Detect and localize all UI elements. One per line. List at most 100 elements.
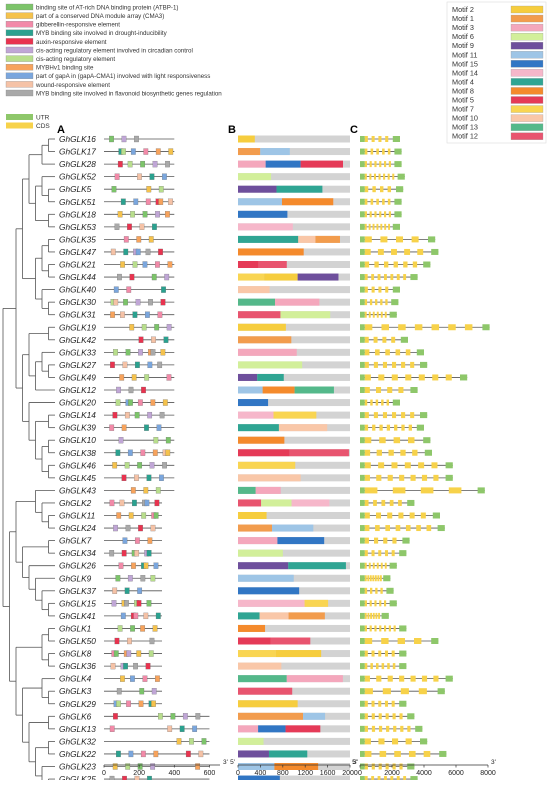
motif-box (238, 712, 304, 720)
motif-box (271, 524, 314, 532)
cds-box (384, 161, 387, 168)
cds-box (382, 336, 387, 343)
cds-box (379, 424, 383, 431)
c-axis-tick-label: 0 (358, 770, 362, 777)
gene-label: GhGLK15 (59, 598, 96, 608)
cis-element-box (121, 135, 127, 143)
utr-box (360, 650, 365, 657)
cis-element-box (117, 160, 123, 168)
motif-box (255, 486, 281, 494)
cds-box (378, 725, 383, 732)
cds-box (388, 161, 391, 168)
motif-box (238, 411, 274, 419)
cds-box (398, 387, 404, 393)
cds-box (384, 274, 387, 281)
cis-element-box (123, 299, 128, 306)
utr-box (394, 148, 402, 155)
cis-element-box (134, 361, 140, 369)
gene-label: GhGLK40 (59, 285, 96, 295)
cds-box (380, 299, 383, 306)
utr-box (360, 562, 365, 569)
cds-box (372, 424, 376, 431)
cis-element-box (146, 474, 152, 481)
motif-box (238, 323, 286, 331)
cis-element-box (112, 763, 118, 770)
gene-label: GhGLK52 (59, 172, 96, 182)
utr-box (437, 525, 445, 532)
motif-box (238, 348, 297, 356)
cds-box (464, 324, 473, 331)
cis-element-box (125, 349, 131, 356)
cis-legend-swatch (5, 38, 34, 45)
motif-box (238, 436, 285, 444)
cis-element-box (122, 775, 127, 783)
cis-element-box (131, 499, 137, 507)
motif-box (300, 160, 343, 168)
cis-element-box (153, 512, 159, 519)
cis-element-box (134, 474, 139, 481)
utr-box (389, 311, 397, 318)
cis-element-box (111, 186, 117, 193)
gene-label: GhGLK26 (59, 561, 96, 571)
protein-bar (238, 399, 350, 407)
panel-b-label: B (228, 124, 236, 136)
cds-box (384, 625, 387, 632)
cis-element-box (128, 386, 134, 394)
c-axis-tick-label: 2000 (384, 770, 400, 777)
cis-legend-swatch (5, 81, 34, 88)
cis-element-box (116, 700, 121, 707)
cis-legend-swatch (5, 89, 34, 97)
utr-box (399, 700, 407, 707)
utr-box (360, 399, 365, 406)
cds-box (383, 537, 388, 544)
utr-box (400, 336, 408, 343)
cis-element-box (158, 186, 164, 193)
cds-box (374, 575, 377, 582)
gene-label: GhGLK53 (59, 222, 96, 232)
cis-element-box (179, 725, 185, 732)
cds-box (364, 437, 372, 444)
cds-box (426, 525, 432, 532)
cis-element-box (150, 763, 156, 770)
cds-box (395, 349, 401, 356)
utr-box (360, 587, 365, 594)
utr-box (360, 211, 365, 218)
cis-element-box (133, 612, 139, 620)
utr-box (360, 424, 365, 431)
motif-box (238, 373, 258, 381)
cis-element-box (125, 763, 131, 770)
cds-box (384, 311, 387, 318)
gene-label: GhGLK11 (59, 511, 95, 521)
utr-box (360, 725, 365, 732)
motif-legend-swatch (510, 14, 544, 23)
utr-box (423, 261, 431, 268)
cds-box (382, 361, 388, 368)
utr-box (360, 750, 365, 757)
cds-box (393, 261, 398, 268)
motif-box (238, 336, 292, 344)
motif-box (238, 386, 263, 394)
motif-box (262, 386, 295, 394)
cis-element-box (130, 675, 135, 682)
cds-box (376, 562, 379, 569)
utr-box (360, 638, 365, 644)
cds-box (364, 361, 369, 368)
utr-box (416, 349, 424, 356)
protein-bar (238, 737, 350, 745)
utr-box (360, 776, 365, 783)
gene-label: GhGLK30 (59, 297, 96, 307)
cis-element-box (145, 248, 151, 256)
utr-box (399, 663, 407, 670)
cds-box (396, 236, 404, 243)
cis-element-box (131, 374, 137, 381)
cds-box (400, 449, 406, 456)
motif-legend-label: Motif 3 (452, 23, 474, 32)
panel-a-cis-elements (104, 135, 210, 783)
motif-box (238, 461, 296, 469)
motif-box (258, 725, 286, 733)
cis-element-box (127, 575, 133, 582)
utr-box (402, 537, 410, 544)
cis-element-box (116, 750, 121, 758)
cis-element-box (145, 311, 150, 318)
motif-box (238, 662, 282, 670)
